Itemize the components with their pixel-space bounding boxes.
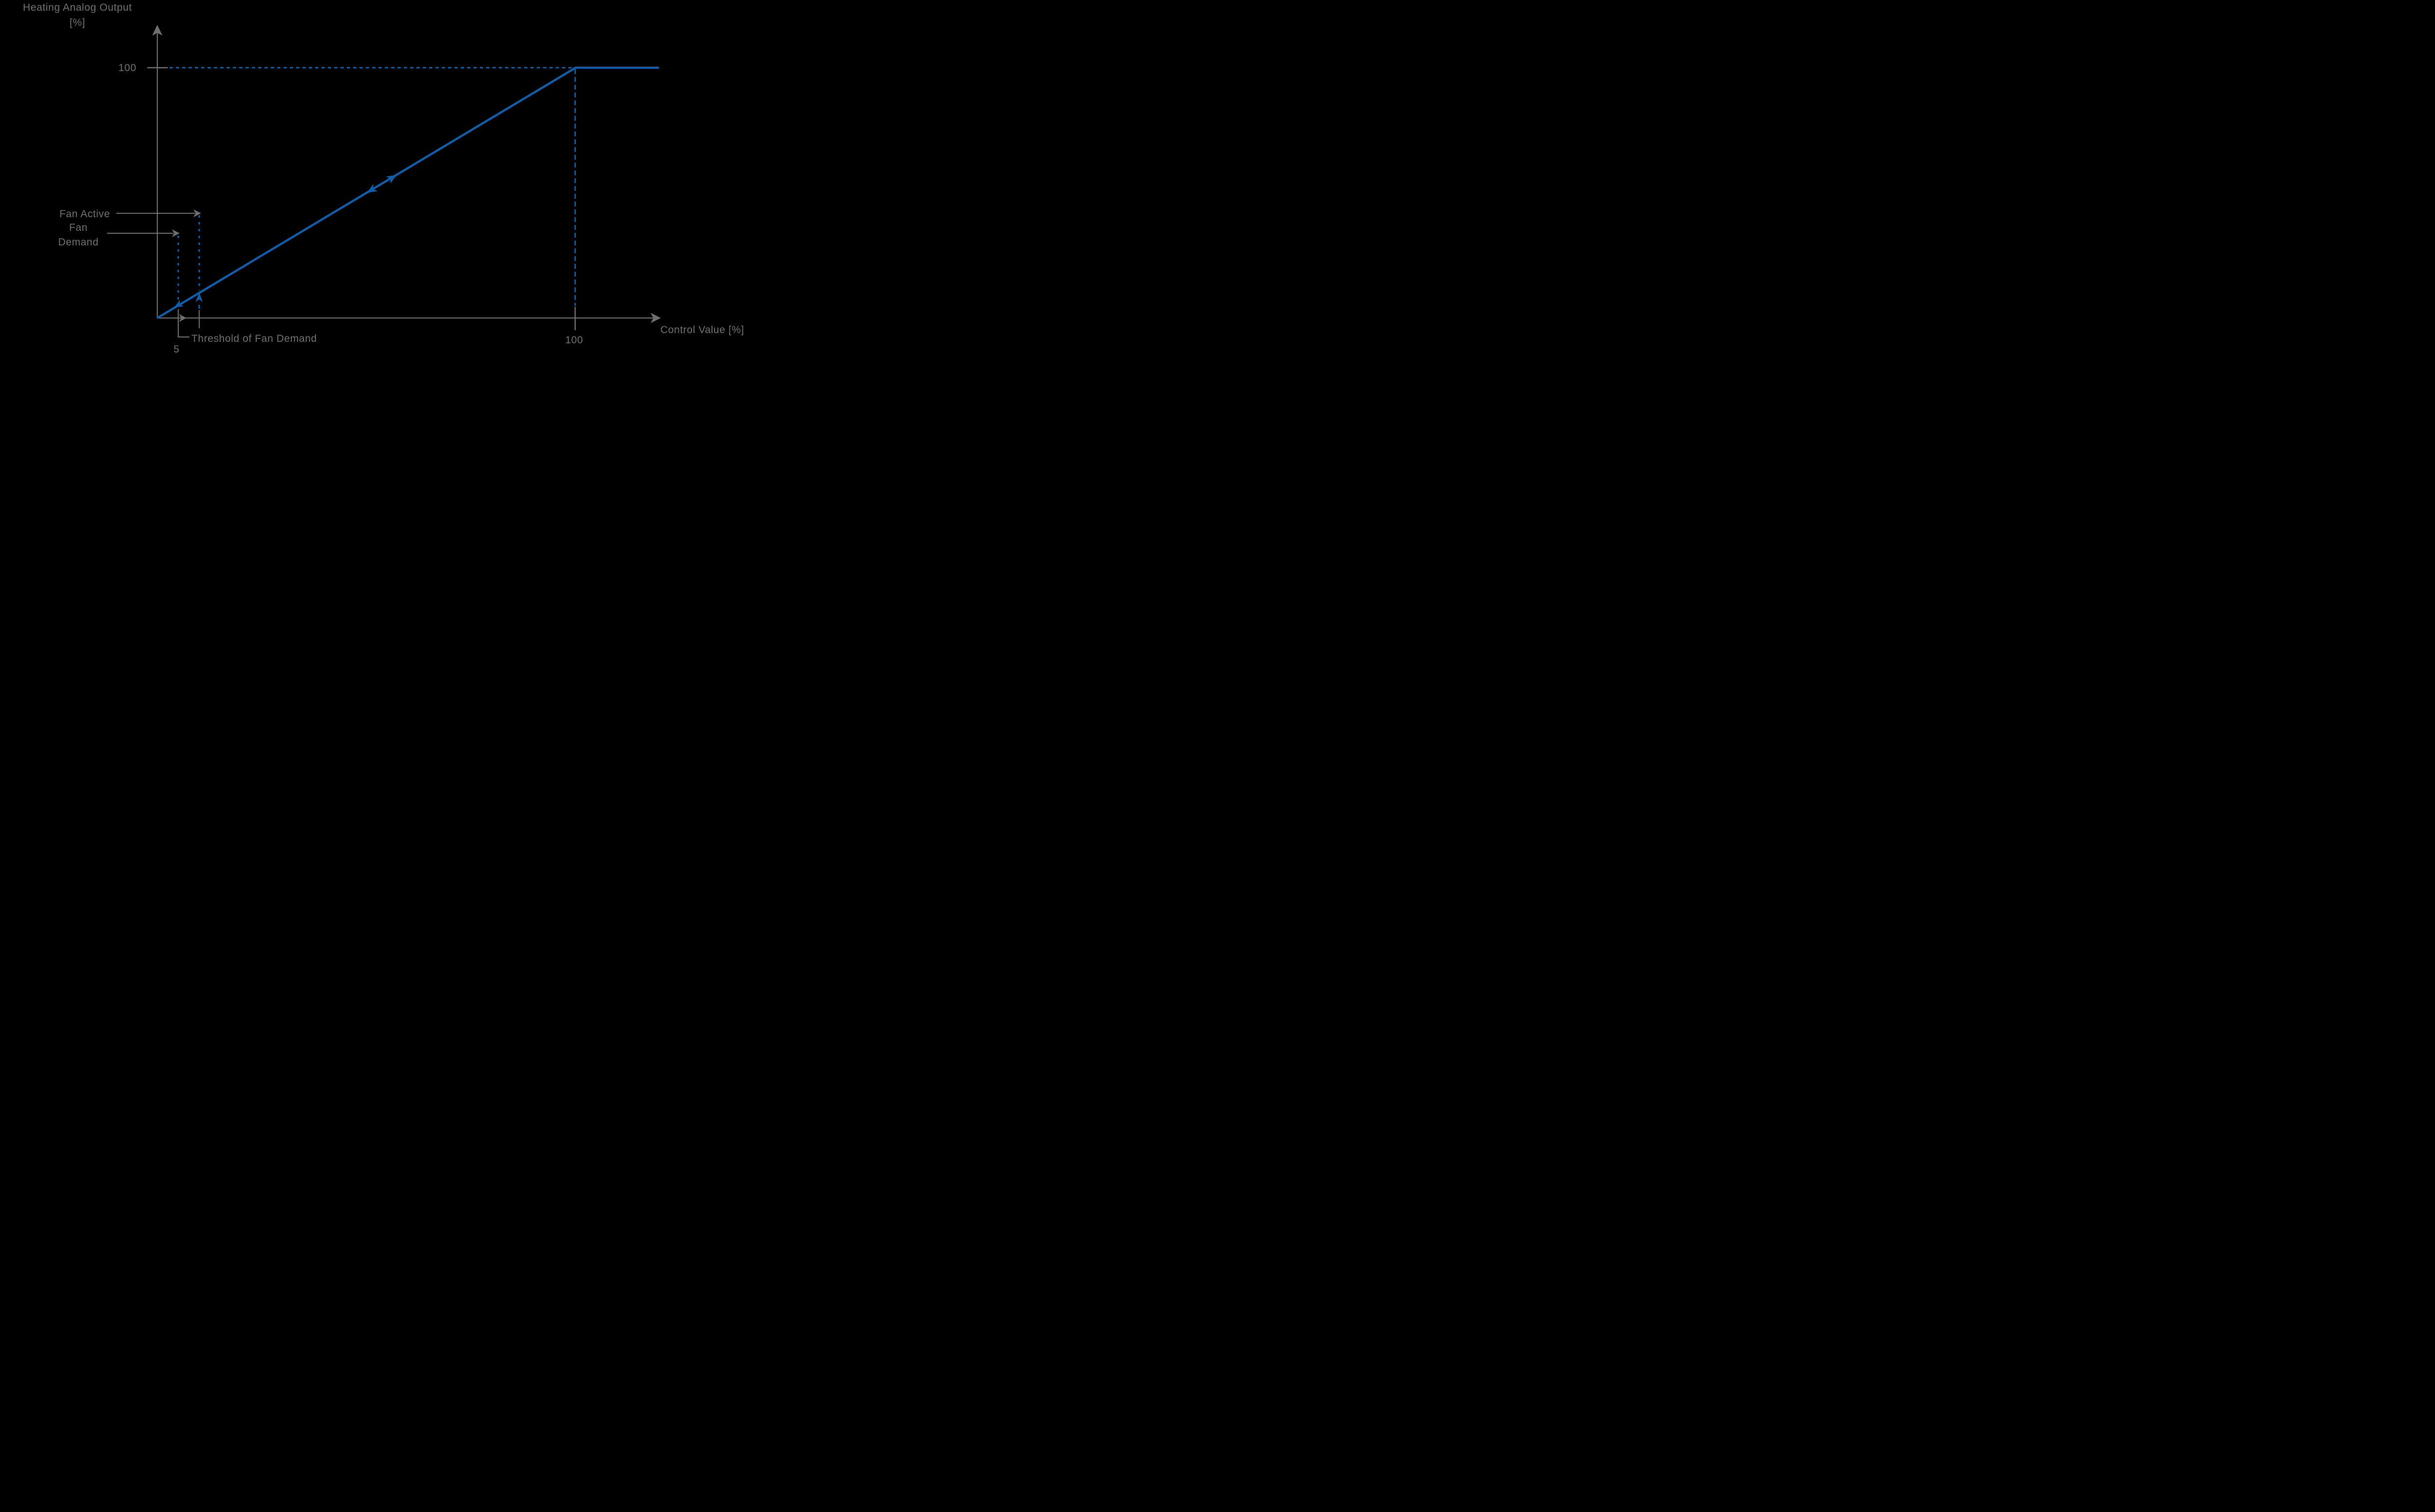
- fan-active-label: Fan Active: [59, 208, 111, 220]
- x-axis-mini-arrowhead-icon: [179, 314, 187, 322]
- chart-figure: [107, 25, 661, 337]
- fan-active-callout-arrowhead-icon: [193, 209, 201, 217]
- threshold-label: Threshold of Fan Demand: [191, 333, 317, 344]
- y-axis-title: Heating Analog Output [%]: [23, 2, 132, 28]
- ramp-down-arrow-icon: [367, 184, 378, 193]
- y-tick-100-label: 100: [118, 62, 136, 74]
- fan-active-up-arrow-icon: [195, 293, 203, 302]
- ramp-up-arrow-icon: [386, 175, 397, 184]
- x-axis-arrowhead-icon: [651, 313, 661, 323]
- y-axis-arrowhead-icon: [152, 25, 163, 36]
- heating-output-line: [156, 66, 659, 319]
- fan-demand-ramp-arrow-icon: [174, 299, 184, 308]
- fan-demand-label: Fan Demand: [58, 222, 99, 248]
- x-axis-title: Control Value [%]: [660, 324, 745, 336]
- threshold-elbow-connector: [178, 309, 189, 337]
- x-tick-100-label: 100: [565, 335, 583, 346]
- fan-demand-callout-arrowhead-icon: [172, 229, 180, 237]
- x-tick-5-label: 5: [173, 344, 180, 355]
- diagram-canvas: Heating Analog Output [%] 100 Fan Active…: [0, 0, 764, 360]
